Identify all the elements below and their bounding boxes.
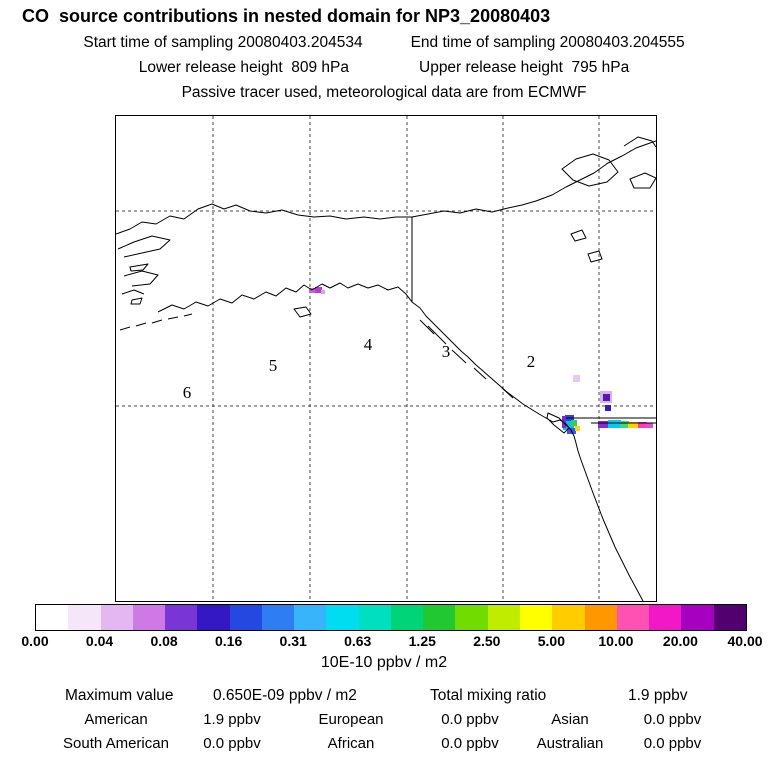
stats-summary-line: Maximum value 0.650E-09 ppbv / m2 Total … <box>0 687 768 705</box>
plume-cell <box>573 375 580 382</box>
colorbar-segment <box>165 605 198 630</box>
border-lines <box>411 217 656 424</box>
map-overlay: 6 5 4 3 2 <box>116 116 656 601</box>
region-label-4: 4 <box>363 335 373 354</box>
plume-cell <box>598 421 609 428</box>
colorbar-segment <box>261 605 295 630</box>
colorbar-segment <box>36 605 69 630</box>
colorbar-ticks: 0.00 0.04 0.08 0.16 0.31 0.63 1.25 2.50 5.00 10.0… <box>21 633 762 649</box>
stat-value: 0.0 ppbv <box>441 711 499 728</box>
plume-cell <box>646 423 653 428</box>
plume-cell <box>315 287 322 293</box>
colorbar-tick-label: 40.00 <box>727 633 763 649</box>
colorbar-segment <box>649 605 682 630</box>
plume-cell <box>603 394 610 401</box>
colorbar-segment <box>519 605 553 630</box>
colorbar-tick-label: 10.00 <box>598 633 634 649</box>
colorbar-segment <box>390 605 424 630</box>
stat-value: 0.0 ppbv <box>643 711 702 728</box>
region-label-2: 2 <box>526 352 536 371</box>
colorbar-units-label: 10E-10 ppbv / m2 <box>320 654 448 671</box>
total-ratio-label: Total mixing ratio <box>430 687 547 704</box>
tracer-note-line: Passive tracer used, meteorological data… <box>0 84 768 102</box>
max-value-label: Maximum value <box>65 687 174 704</box>
stat-value: 1.9 ppbv <box>203 711 261 728</box>
colorbar-tick-label: 0.63 <box>344 633 372 649</box>
colorbar-segment <box>197 605 230 630</box>
colorbar-segment <box>100 605 133 630</box>
colorbar-segment <box>229 605 262 630</box>
colorbar-segment <box>713 605 746 630</box>
end-time-text: End time of sampling 20080403.204555 <box>410 34 685 51</box>
colorbar-tick-label: 2.50 <box>473 633 501 649</box>
sampling-time-line: Start time of sampling 20080403.204534 E… <box>0 34 768 52</box>
colorbar-segment <box>487 605 520 630</box>
region-label-5: 5 <box>268 356 278 375</box>
colorbar-segment <box>358 605 391 630</box>
colorbar-segment <box>294 605 327 630</box>
colorbar-tick-label: 0.04 <box>85 633 114 649</box>
upper-release-text: Upper release height 795 hPa <box>419 59 630 76</box>
colorbar-tick-label: 5.00 <box>537 633 565 649</box>
figure-title: CO source contributions in nested domain… <box>22 6 551 26</box>
colorbar-tick-label: 1.25 <box>408 633 436 649</box>
colorbar-segment <box>681 605 714 630</box>
plume-cell <box>321 290 325 294</box>
plume-cell <box>575 426 580 431</box>
colorbar-segment <box>68 605 101 630</box>
plume-cell <box>608 420 621 428</box>
plume-cell <box>620 421 629 428</box>
stat-label: South American <box>63 735 169 752</box>
colorbar-segment <box>616 605 650 630</box>
total-ratio-value: 1.9 ppbv <box>628 687 688 704</box>
map-svg <box>116 116 656 601</box>
colorbar-segment <box>584 605 617 630</box>
region-label-6: 6 <box>182 383 192 402</box>
stat-label: Asian <box>551 711 589 728</box>
plume-cell <box>562 416 566 428</box>
colorbar-tick-label: 0.00 <box>21 633 49 649</box>
stat-label: American <box>84 711 148 728</box>
stat-label: European <box>318 711 384 728</box>
colorbar-segment <box>552 605 585 630</box>
stat-value: 0.0 ppbv <box>203 735 261 752</box>
colorbar-tick-label: 0.16 <box>215 633 243 649</box>
colorbar-tick-label: 20.00 <box>662 633 698 649</box>
stats-grid: American 1.9 ppbv European 0.0 ppbv Asian 0.0… <box>30 711 705 752</box>
colorbar-segment <box>455 605 488 630</box>
stat-value: 0.0 ppbv <box>441 735 499 752</box>
graticule <box>116 116 656 601</box>
colorbar-tick-label: 0.31 <box>279 633 307 649</box>
tracer-note-text: Passive tracer used, meteorological data… <box>181 84 587 101</box>
stat-value: 0.0 ppbv <box>643 735 702 752</box>
release-height-line: Lower release height 809 hPa Upper relea… <box>0 59 768 77</box>
coastline <box>116 136 656 601</box>
plume-cell <box>628 422 639 428</box>
stat-label: African <box>327 735 375 752</box>
plume-cell <box>563 421 574 430</box>
colorbar-segment <box>423 605 456 630</box>
map-panel: 6 5 4 3 2 <box>115 115 657 602</box>
plume-cell <box>638 422 647 428</box>
lower-release-text: Lower release height 809 hPa <box>138 59 349 76</box>
colorbar-tick-label: 0.08 <box>150 633 178 649</box>
plume-cell <box>571 420 577 426</box>
plume-cell <box>605 405 611 411</box>
colorbar <box>35 604 747 631</box>
colorbar-segment <box>326 605 359 630</box>
start-time-text: Start time of sampling 20080403.204534 <box>83 34 363 51</box>
max-value-text: 0.650E-09 ppbv / m2 <box>213 687 357 704</box>
colorbar-segment <box>132 605 166 630</box>
plume-cell <box>309 288 315 293</box>
region-label-3: 3 <box>441 342 451 361</box>
stat-label: Australian <box>536 735 604 752</box>
